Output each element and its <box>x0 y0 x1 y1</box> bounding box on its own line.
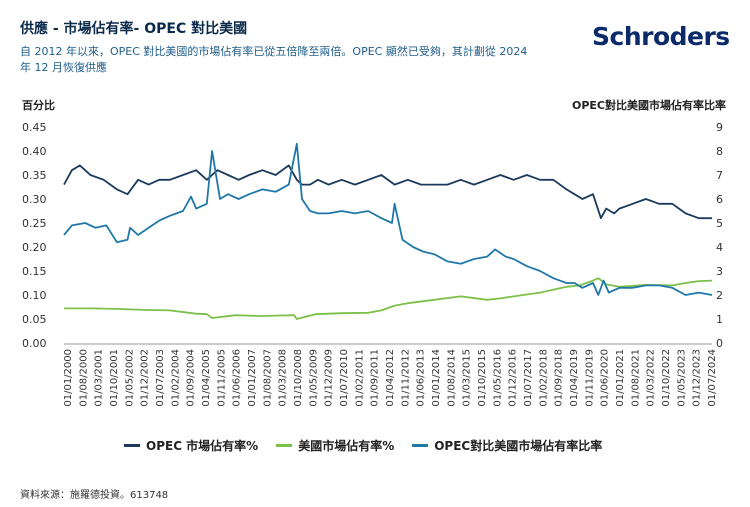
x-tick-label: 01/09/2018 <box>554 349 565 407</box>
right-tick-label: 6 <box>716 193 723 206</box>
us-share-line <box>64 277 713 320</box>
x-tick-label: 01/02/2018 <box>538 349 549 407</box>
x-tick-label: 01/06/2020 <box>600 349 611 407</box>
legend-item-ratio: OPEC對比美國市場佔有率比率 <box>412 437 602 454</box>
legend-label-us: 美國市場佔有率% <box>298 439 395 453</box>
right-axis-title: OPEC對比美國市場佔有率比率 <box>572 99 726 112</box>
x-tick-label: 01/11/2019 <box>584 349 595 407</box>
right-tick-label: 8 <box>716 145 723 158</box>
x-tick-label: 01/05/2009 <box>308 349 319 407</box>
x-tick-label: 01/09/2004 <box>186 349 197 407</box>
x-tick-label: 01/04/2005 <box>201 349 212 407</box>
legend-item-us: 美國市場佔有率% <box>276 437 394 454</box>
source-note: 資料來源：施羅德投資。613748 <box>20 490 169 501</box>
x-tick-label: 01/12/2002 <box>140 349 151 407</box>
x-tick-label: 01/10/2001 <box>109 349 120 407</box>
legend-label-ratio: OPEC對比美國市場佔有率比率 <box>434 439 603 453</box>
chart-legend: OPEC 市場佔有率% 美國市場佔有率% OPEC對比美國市場佔有率比率 <box>124 437 602 454</box>
left-tick-label: 0.40 <box>22 145 47 158</box>
x-tick-label: 01/08/2021 <box>630 349 641 407</box>
x-tick-label: 01/08/2000 <box>78 349 89 407</box>
x-tick-label: 01/12/2016 <box>508 349 519 407</box>
left-tick-label: 0.05 <box>22 313 47 326</box>
right-tick-label: 0 <box>716 337 723 350</box>
x-tick-label: 01/04/2012 <box>385 349 396 407</box>
x-tick-label: 01/07/2003 <box>155 349 166 407</box>
left-tick-label: 0.15 <box>22 265 47 278</box>
x-tick-label: 01/04/2019 <box>569 349 580 407</box>
left-tick-label: 0.25 <box>22 217 47 230</box>
x-tick-label: 01/06/2013 <box>416 349 427 407</box>
left-tick-label: 0.30 <box>22 193 47 206</box>
x-tick-label: 01/12/2023 <box>692 349 703 407</box>
x-tick-label: 01/07/2010 <box>339 349 350 407</box>
x-tick-label: 01/09/2011 <box>370 349 381 407</box>
x-tick-label: 01/08/2007 <box>262 349 273 407</box>
x-tick-label: 01/07/2017 <box>523 349 534 407</box>
x-tick-label: 01/03/2015 <box>462 349 473 407</box>
opec-us-ratio-line <box>63 142 713 296</box>
chart-subtitle: 自 2012 年以來，OPEC 對比美國的市場佔有率已從五倍降至兩倍。OPEC … <box>20 45 528 74</box>
x-tick-label: 01/01/2007 <box>247 349 258 407</box>
x-tick-label: 01/01/2021 <box>615 349 626 407</box>
right-tick-label: 9 <box>716 121 723 134</box>
x-tick-label: 01/01/2014 <box>431 349 442 407</box>
left-tick-label: 0.10 <box>22 289 47 302</box>
x-tick-label: 01/05/2016 <box>492 349 503 407</box>
x-tick-label: 01/07/2024 <box>707 349 718 407</box>
right-tick-label: 3 <box>716 265 723 278</box>
x-tick-label: 01/02/2004 <box>170 349 181 407</box>
legend-swatch-opec <box>124 444 140 447</box>
x-tick-label: 01/10/2022 <box>661 349 672 407</box>
x-tick-label: 01/08/2014 <box>446 349 457 407</box>
x-tick-label: 01/11/2005 <box>216 349 227 407</box>
right-tick-label: 1 <box>716 313 723 326</box>
right-tick-label: 7 <box>716 169 723 182</box>
legend-swatch-ratio <box>412 444 429 447</box>
x-tick-label: 01/12/2009 <box>324 349 335 407</box>
x-tick-label: 01/05/2002 <box>124 349 135 407</box>
x-tick-label: 01/10/2008 <box>293 349 304 407</box>
x-tick-label: 01/03/2001 <box>94 349 105 407</box>
opec-share-line <box>63 164 712 220</box>
left-tick-label: 0.20 <box>22 241 47 254</box>
schroders-logo: Schroders <box>592 22 730 51</box>
x-tick-label: 01/10/2015 <box>477 349 488 407</box>
legend-label-opec: OPEC 市場佔有率% <box>146 439 259 453</box>
x-tick-label: 01/03/2022 <box>646 349 657 407</box>
right-tick-label: 2 <box>716 289 723 302</box>
x-tick-label: 01/01/2000 <box>63 349 74 407</box>
left-tick-label: 0.45 <box>22 121 47 134</box>
legend-item-opec: OPEC 市場佔有率% <box>124 437 258 454</box>
x-tick-label: 01/03/2008 <box>278 349 289 407</box>
right-tick-label: 4 <box>716 241 723 254</box>
left-tick-label: 0.00 <box>22 337 47 350</box>
legend-swatch-us <box>276 444 293 447</box>
chart-title: 供應 - 市場佔有率- OPEC 對比美國 <box>20 21 248 37</box>
left-tick-label: 0.35 <box>22 169 47 182</box>
x-tick-label: 01/02/2011 <box>354 349 365 407</box>
left-axis-title: 百分比 <box>22 99 55 112</box>
x-tick-label: 01/05/2023 <box>676 349 687 407</box>
x-tick-label: 01/06/2006 <box>232 349 243 407</box>
x-tick-label: 01/11/2012 <box>400 349 411 407</box>
right-tick-label: 5 <box>716 217 723 230</box>
